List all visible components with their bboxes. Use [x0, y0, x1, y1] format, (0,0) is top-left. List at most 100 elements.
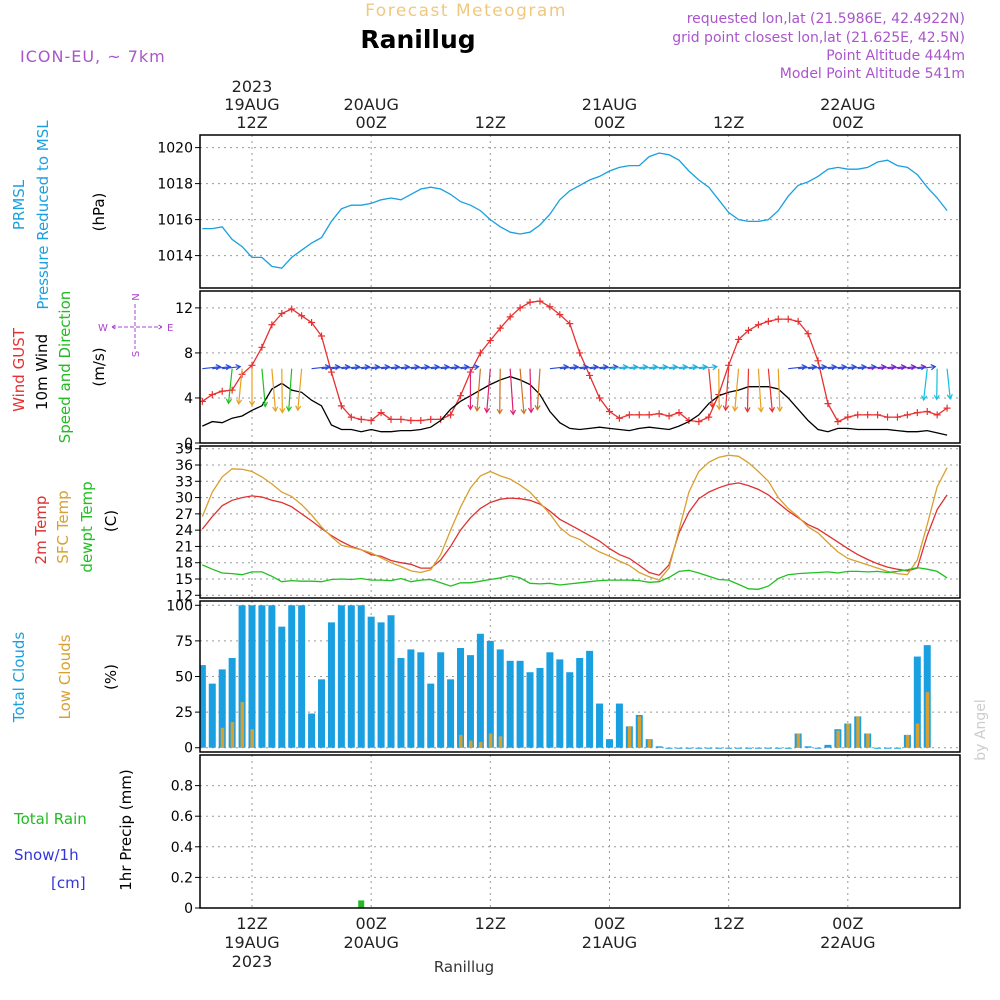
gust-marker: [903, 411, 911, 419]
top-year: 2023: [232, 77, 273, 96]
total-cloud-bar: [248, 605, 256, 748]
wind-arrow: [767, 368, 773, 412]
wind-arrow: [486, 368, 491, 413]
gust-marker: [407, 416, 415, 424]
top-hour: 12Z: [713, 113, 744, 132]
wind-arrow: [659, 366, 678, 370]
wind-arrow: [668, 366, 688, 370]
total-cloud-bar: [397, 657, 405, 748]
wind-direction-label: Speed and Direction: [56, 291, 74, 444]
wind-arrow: [227, 368, 233, 404]
wind-unit: (m/s): [90, 347, 108, 386]
total-cloud-bar: [576, 657, 584, 748]
wind-arrow: [509, 368, 514, 415]
total-cloud-bar: [278, 626, 286, 748]
wind-arrow-head: [662, 364, 669, 371]
total-cloud-bar: [337, 605, 345, 748]
wind-arrow-head: [880, 364, 887, 371]
wind-arrow-head: [870, 364, 877, 371]
wind-arrow-head: [295, 405, 302, 412]
gust-marker: [774, 315, 782, 323]
total-cloud-bar: [754, 747, 762, 749]
wind-arrow-head: [841, 364, 848, 371]
precip-ytick-label: 0.4: [171, 840, 193, 856]
total-cloud-bar: [615, 703, 623, 748]
gust-marker: [725, 361, 733, 369]
header: Forecast Meteogram Ranillug ICON-EU, ~ 7…: [20, 1, 965, 82]
gust-marker: [596, 394, 604, 402]
wind-arrow: [222, 366, 241, 370]
total-cloud-bar: [884, 747, 892, 749]
wind-arrow-head: [467, 404, 474, 411]
pressure-frame: [199, 134, 961, 289]
bottom-hour: 12Z: [713, 914, 744, 933]
gust-marker: [546, 303, 554, 311]
wind-arrow: [536, 368, 541, 410]
gust-marker: [605, 407, 613, 415]
wind-arrow: [420, 366, 439, 370]
low-cloud-bar: [250, 729, 254, 748]
top-date: 20AUG: [343, 95, 398, 114]
bottom-date: 19AUG: [224, 933, 279, 952]
total-clouds-label: Total Clouds: [10, 632, 28, 724]
gust-marker: [208, 391, 216, 399]
temperature-ytick-label: 15: [175, 572, 193, 588]
wind-plot: [200, 297, 953, 436]
pressure-ytick-label: 1020: [157, 141, 193, 157]
total-cloud-bar: [367, 616, 375, 748]
total-cloud-bar: [556, 659, 564, 748]
wind-arrow: [559, 366, 578, 370]
gust-marker: [387, 415, 395, 423]
total-cloud-bar: [218, 669, 226, 748]
total-cloud-bar: [764, 747, 772, 749]
gust-marker: [576, 349, 584, 357]
gust-marker: [556, 311, 564, 319]
low-cloud-bar: [488, 733, 493, 748]
bottom-date: 20AUG: [343, 933, 398, 952]
series-sfc-temp: [201, 454, 948, 581]
wind-arrow-head: [592, 364, 599, 371]
low-cloud-bar: [220, 727, 225, 748]
wind-arrow-head: [334, 364, 341, 371]
gust-marker: [705, 413, 713, 421]
wind-arrow: [519, 368, 525, 414]
total-cloud-bar: [327, 622, 335, 748]
gust-marker: [437, 415, 445, 423]
bottom-hour: 12Z: [475, 914, 506, 933]
wind-arrow-head: [443, 364, 450, 371]
wind-arrow-head: [582, 364, 589, 371]
wind-arrow: [688, 366, 707, 370]
wind-arrow-head: [622, 364, 629, 371]
gust-marker: [457, 392, 465, 400]
wind-arrow-head: [702, 364, 709, 371]
gust-marker: [645, 411, 653, 419]
wind-arrow: [400, 366, 420, 370]
gust-marker: [794, 317, 802, 325]
wind-arrow: [923, 368, 928, 401]
precip-frame: [199, 754, 961, 909]
wind-arrow-head: [776, 406, 783, 413]
wind-arrow-head: [434, 364, 440, 371]
gust-marker: [357, 415, 365, 423]
wind-arrow-head: [215, 364, 222, 371]
temperature-ytick-label: 36: [175, 458, 193, 474]
gust-marker: [615, 414, 623, 422]
wind-arrow: [589, 366, 608, 370]
wind-arrow-head: [261, 401, 269, 408]
wind-arrow: [599, 366, 618, 370]
gust-marker: [496, 324, 504, 332]
gust-marker: [318, 332, 326, 340]
total-cloud-bar: [874, 747, 882, 749]
grid-coords: grid point closest lon,lat (21.625E, 42.…: [672, 30, 965, 46]
wind-arrow: [897, 366, 916, 370]
series-10m-wind: [202, 375, 948, 436]
gust-marker: [933, 411, 941, 419]
total-cloud-bar: [824, 744, 832, 748]
wind-arrow: [887, 366, 906, 370]
total-cloud-bar: [516, 660, 524, 748]
wind-arrow: [288, 368, 293, 411]
bottom-year: 2023: [232, 952, 273, 971]
wind-arrow: [877, 366, 896, 370]
